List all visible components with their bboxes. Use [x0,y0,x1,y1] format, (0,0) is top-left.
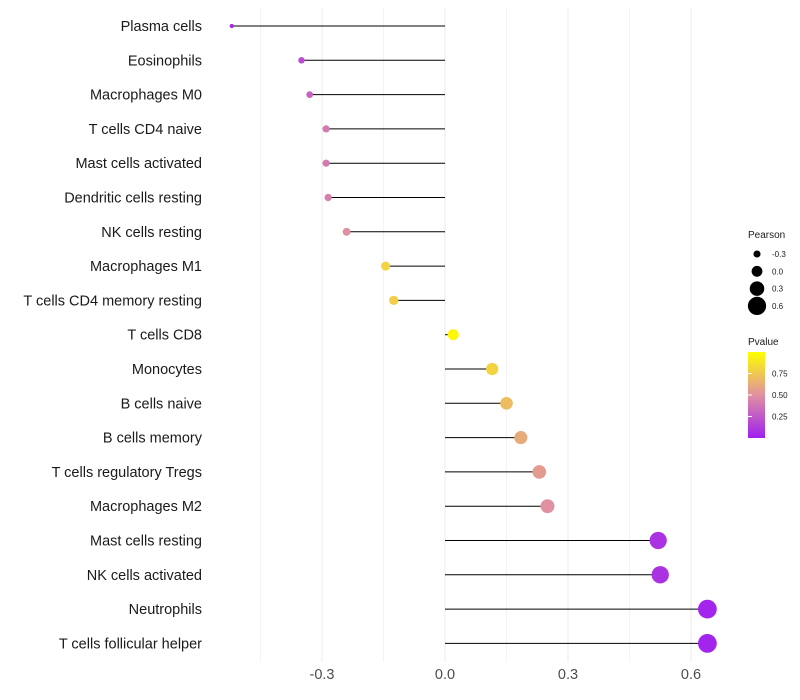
size-legend-key [751,265,763,277]
data-point [486,362,499,376]
category-label: Macrophages M1 [90,259,202,275]
size-legend-key [747,296,767,316]
data-point [540,499,555,514]
data-point [322,159,330,167]
data-point [381,261,391,271]
color-legend-label: 0.50 [772,391,788,400]
data-point [306,91,314,98]
data-point [514,431,528,445]
category-label: T cells CD4 naive [89,122,202,138]
color-legend-title: Pvalue [748,337,779,348]
size-legend-label: 0.3 [772,285,784,294]
grid-lines [260,8,692,662]
data-point [532,465,547,479]
category-label: Macrophages M2 [90,499,202,515]
data-point [698,599,717,619]
data-point [649,531,667,550]
data-point [389,295,399,306]
category-label: T cells CD8 [127,328,202,344]
category-label: Monocytes [132,362,202,378]
category-label: NK cells resting [101,225,202,241]
x-tick-label: 0.0 [435,667,455,683]
size-legend-title: Pearson [748,230,785,241]
color-bar [748,352,765,438]
data-point [651,566,669,584]
data-point [698,634,717,653]
category-label: Plasma cells [121,19,202,35]
x-tick-label: 0.6 [681,667,701,683]
category-label: T cells CD4 memory resting [23,293,202,309]
category-label: B cells memory [103,431,203,447]
color-legend-label: 0.25 [772,413,788,422]
x-tick-label: -0.3 [310,667,335,683]
category-label: Neutrophils [129,602,202,618]
color-legend-label: 0.75 [772,370,788,379]
pvalue-color-legend: Pvalue 0.75 0.50 0.25 [748,337,788,438]
data-point [324,193,332,202]
category-label: T cells follicular helper [59,636,202,652]
data-point [322,125,330,133]
category-label: Mast cells activated [75,156,202,172]
data-point [229,23,234,29]
category-label: Dendritic cells resting [64,191,202,207]
data-point [298,57,305,64]
data-point [342,227,351,236]
category-label: NK cells activated [87,568,202,584]
x-axis-ticks: -0.3 0.0 0.3 0.6 [310,667,702,683]
size-legend-key [749,281,765,296]
category-label: Macrophages M0 [90,88,202,104]
category-labels: Plasma cells Eosinophils Macrophages M0 T c… [23,19,202,652]
x-tick-label: 0.3 [558,667,578,683]
stems [231,25,708,644]
size-legend-key [753,250,761,258]
category-label: Eosinophils [128,53,202,69]
points [229,23,717,653]
pearson-size-legend: Pearson -0.3 0.0 0.3 0.6 [747,230,786,316]
size-legend-label: 0.6 [772,302,784,311]
size-legend-label: 0.0 [772,267,784,276]
category-label: T cells regulatory Tregs [52,465,202,481]
size-legend-label: -0.3 [772,250,786,259]
category-label: B cells naive [121,396,202,412]
category-label: Mast cells resting [90,534,202,550]
data-point [500,396,513,410]
data-point [447,329,459,341]
